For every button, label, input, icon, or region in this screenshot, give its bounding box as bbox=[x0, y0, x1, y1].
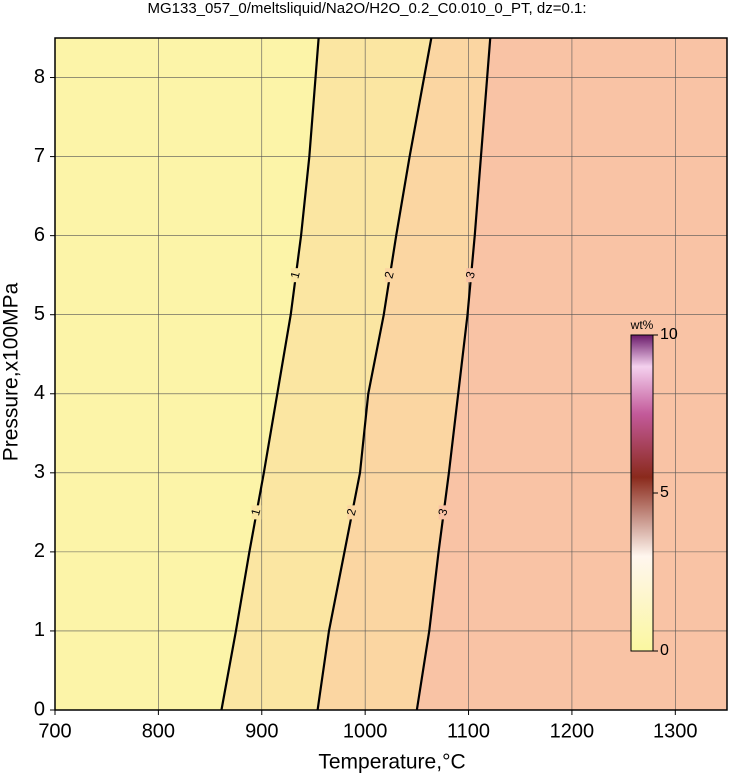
contour-line bbox=[316, 37, 433, 711]
y-tick-label: 2 bbox=[34, 540, 45, 562]
contour-label: 3 bbox=[435, 507, 450, 517]
colorbar bbox=[630, 334, 654, 652]
contour-label-bg bbox=[466, 268, 477, 283]
contour-label: 1 bbox=[248, 507, 263, 517]
x-tick-label: 900 bbox=[245, 720, 278, 742]
contour-fill bbox=[55, 38, 319, 710]
contour-label-bg bbox=[290, 268, 301, 283]
contour-line bbox=[220, 37, 320, 711]
x-tick-label: 1300 bbox=[653, 720, 698, 742]
y-tick-label: 4 bbox=[34, 382, 45, 404]
y-tick-label: 6 bbox=[34, 224, 45, 246]
x-axis-label: Temperature,°C bbox=[318, 751, 465, 774]
plot-frame bbox=[54, 37, 728, 711]
x-tick-label: 1100 bbox=[447, 720, 490, 742]
colorbar-tick-label: 0 bbox=[660, 642, 669, 659]
y-tick-label: 1 bbox=[34, 619, 45, 641]
colorbar-tick-label: 10 bbox=[660, 326, 678, 343]
contour-label: 2 bbox=[344, 507, 359, 517]
x-tick-label: 1000 bbox=[343, 720, 388, 742]
colorbar-tick-label: 5 bbox=[660, 484, 669, 501]
y-tick-label: 0 bbox=[34, 698, 45, 720]
y-axis-label: Pressure,x100MPa bbox=[0, 282, 23, 461]
colorbar-label: wt% bbox=[630, 318, 654, 332]
contour-line bbox=[415, 37, 492, 711]
x-tick-label: 700 bbox=[38, 720, 71, 742]
contour-label-bg bbox=[251, 505, 262, 520]
y-tick-label: 3 bbox=[34, 461, 45, 483]
contour-label-bg bbox=[347, 505, 358, 520]
contour-label: 3 bbox=[463, 270, 478, 280]
y-tick-label: 7 bbox=[34, 145, 45, 167]
contour-label-bg bbox=[384, 268, 395, 283]
y-tick-label: 8 bbox=[34, 66, 45, 88]
x-tick-label: 800 bbox=[142, 720, 175, 742]
contour-label: 1 bbox=[287, 270, 302, 280]
chart-title: MG133_057_0/meltsliquid/Na2O/H2O_0.2_C0.… bbox=[147, 0, 586, 17]
y-tick-label: 5 bbox=[34, 303, 45, 325]
contour-label-bg bbox=[438, 505, 449, 520]
contour-label: 2 bbox=[382, 270, 397, 280]
x-tick-label: 1200 bbox=[550, 720, 595, 742]
